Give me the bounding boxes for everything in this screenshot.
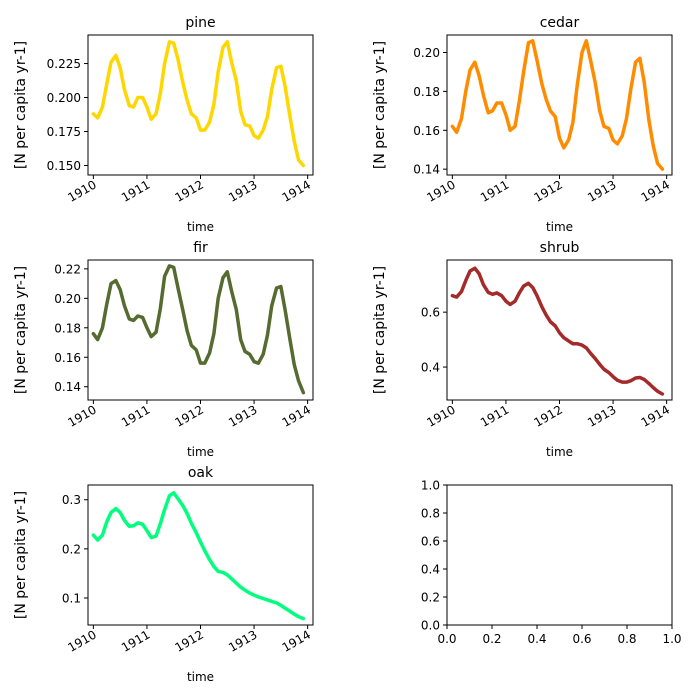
chart-pine: 1910 1911 1912 1913 1914 0.150 0.175 0.200 0.225…	[13, 15, 314, 234]
series-line-oak	[91, 491, 306, 621]
x-tick-label: 1910	[65, 177, 98, 204]
chart-cedar: 1910 1911 1912 1913 1914 0.14 0.16 0.18 0.20 ceda…	[372, 15, 673, 234]
y-axis-label: [N per capita yr-1]	[372, 41, 388, 169]
chart-empty: 0.0 0.2 0.4 0.6 0.8 1.0 0.0 0.2 0.4 0.6 0.8 1.0	[421, 479, 682, 647]
y-tick-label: 0.20	[413, 46, 440, 60]
x-tick-label: 1910	[65, 627, 98, 654]
y-tick-label: 0.4	[421, 361, 440, 375]
y-axis-label: [N per capita yr-1]	[372, 266, 388, 394]
x-axis-label: time	[546, 445, 573, 459]
x-tick-label: 1911	[119, 627, 152, 654]
x-tick-label: 1913	[226, 177, 259, 204]
chart-title: shrub	[540, 240, 580, 256]
x-tick-label: 1912	[532, 177, 565, 204]
chart-title: cedar	[540, 15, 580, 31]
y-tick-label: 0.14	[413, 163, 440, 177]
x-tick-label: 0.4	[527, 632, 546, 646]
chart-title: pine	[185, 15, 215, 31]
x-tick-label: 1912	[173, 402, 206, 429]
x-tick-label: 1911	[478, 402, 511, 429]
x-tick-label: 1911	[119, 177, 152, 204]
axes-frame	[87, 34, 314, 176]
x-tick-label: 1911	[119, 402, 152, 429]
x-tick-label: 1913	[585, 402, 618, 429]
y-tick-label: 0.18	[413, 85, 440, 99]
y-tick-label: 0.150	[47, 159, 81, 173]
chart-shrub: 1910 1911 1912 1913 1914 0.4 0.6 shrub time [N pe…	[372, 240, 673, 459]
x-tick-label: 1914	[280, 402, 313, 429]
x-tick-label: 0.6	[572, 632, 591, 646]
x-axis-label: time	[187, 670, 214, 684]
series-line-fir	[91, 264, 306, 395]
y-tick-label: 0.225	[47, 57, 81, 71]
y-tick-label: 0.200	[47, 91, 81, 105]
x-axis-label: time	[546, 220, 573, 234]
x-tick-label: 0.0	[437, 632, 456, 646]
x-tick-label: 1913	[226, 627, 259, 654]
axes-frame	[446, 34, 673, 176]
chart-title: oak	[188, 465, 214, 481]
x-tick-label: 0.8	[617, 632, 636, 646]
x-tick-label: 1911	[478, 177, 511, 204]
axes-frame	[446, 484, 673, 626]
y-tick-label: 0.175	[47, 125, 81, 139]
y-tick-label: 0.6	[421, 535, 440, 549]
x-tick-label: 0.2	[482, 632, 501, 646]
x-tick-label: 1.0	[662, 632, 681, 646]
y-axis-label: [N per capita yr-1]	[13, 266, 29, 394]
chart-fir: 1910 1911 1912 1913 1914 0.14 0.16 0.18 0.20 0.22…	[13, 240, 314, 459]
y-tick-label: 0.8	[421, 507, 440, 521]
y-tick-label: 0.16	[54, 351, 81, 365]
x-tick-label: 1912	[173, 627, 206, 654]
chart-oak: 1910 1911 1912 1913 1914 0.1 0.2 0.3 oak time [N p…	[13, 465, 314, 684]
x-tick-label: 1912	[532, 402, 565, 429]
series-line-shrub	[450, 266, 665, 396]
x-tick-label: 1910	[65, 402, 98, 429]
y-tick-label: 0.1	[62, 591, 81, 605]
series-line-pine	[91, 40, 306, 168]
x-axis-label: time	[187, 445, 214, 459]
x-tick-label: 1912	[173, 177, 206, 204]
chart-title: fir	[193, 240, 208, 256]
x-tick-label: 1913	[585, 177, 618, 204]
y-tick-label: 0.2	[421, 591, 440, 605]
y-tick-label: 0.18	[54, 321, 81, 335]
x-tick-label: 1914	[280, 627, 313, 654]
x-tick-label: 1910	[424, 402, 457, 429]
axes-frame	[87, 259, 314, 401]
y-tick-label: 1.0	[421, 479, 440, 493]
y-tick-label: 0.22	[54, 262, 81, 276]
x-tick-label: 1914	[639, 402, 672, 429]
y-tick-label: 0.3	[62, 493, 81, 507]
y-tick-label: 0.4	[421, 563, 440, 577]
y-tick-label: 0.20	[54, 292, 81, 306]
x-tick-label: 1914	[280, 177, 313, 204]
y-tick-label: 0.6	[421, 306, 440, 320]
series-line-cedar	[450, 39, 665, 171]
x-tick-label: 1913	[226, 402, 259, 429]
y-tick-label: 0.2	[62, 542, 81, 556]
y-tick-label: 0.16	[413, 124, 440, 138]
y-axis-label: [N per capita yr-1]	[13, 491, 29, 619]
x-tick-label: 1910	[424, 177, 457, 204]
y-tick-label: 0.0	[421, 619, 440, 633]
y-axis-label: [N per capita yr-1]	[13, 41, 29, 169]
x-tick-label: 1914	[639, 177, 672, 204]
y-tick-label: 0.14	[54, 380, 81, 394]
x-axis-label: time	[187, 220, 214, 234]
